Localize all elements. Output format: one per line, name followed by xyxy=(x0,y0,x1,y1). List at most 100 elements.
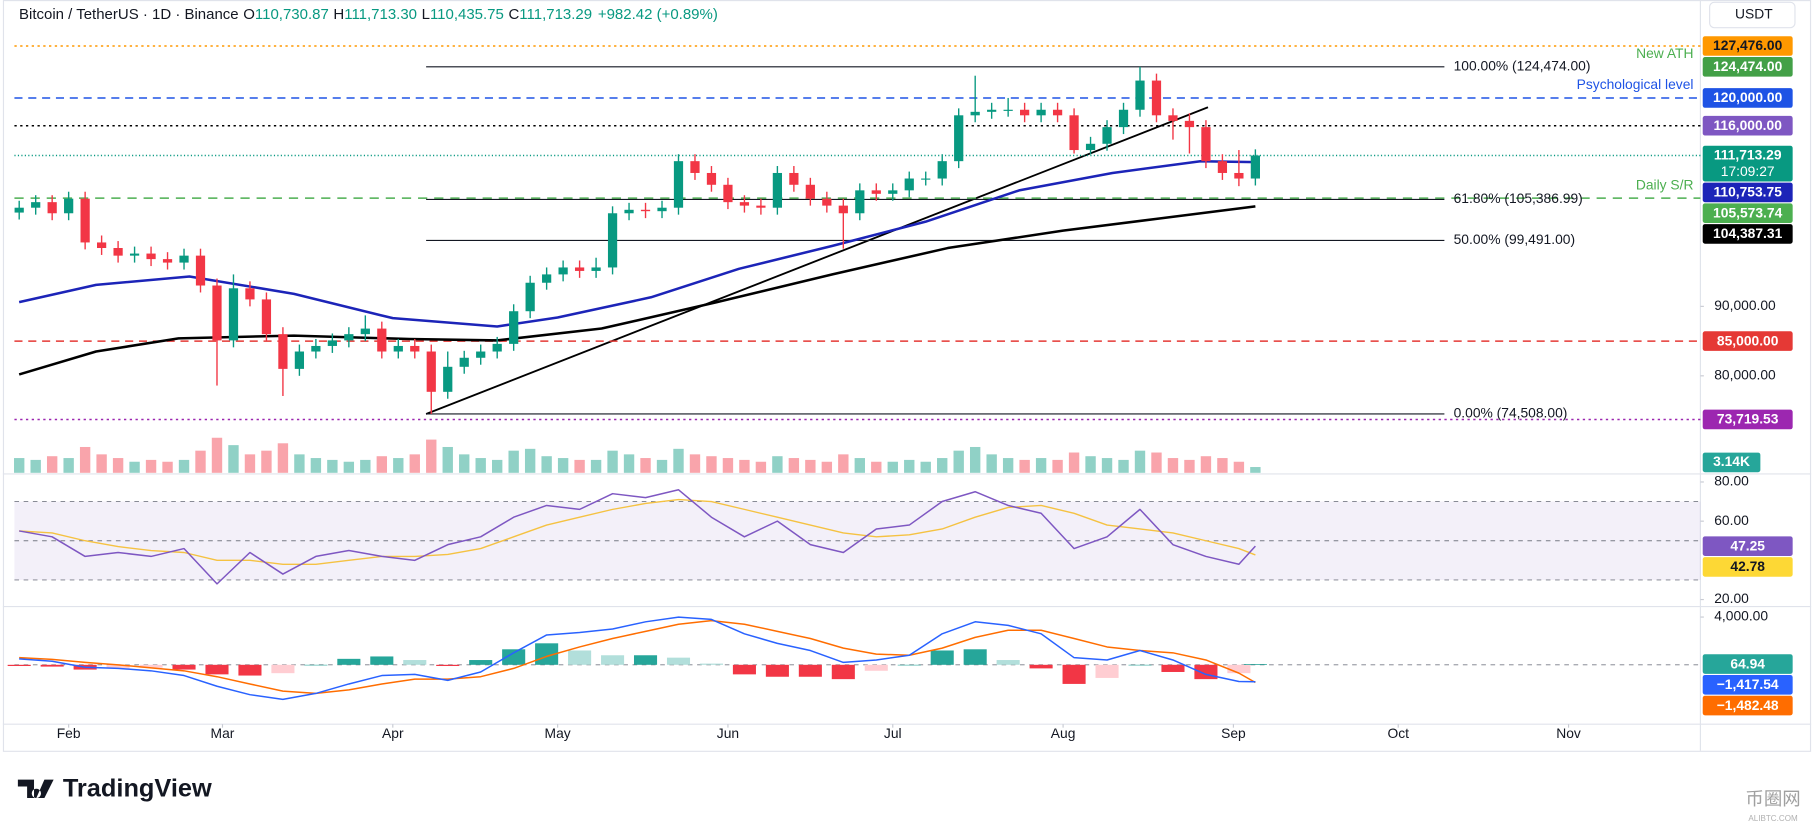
x-tick-label: Aug xyxy=(1051,725,1076,741)
price-label-box xyxy=(1702,654,1793,674)
volume-bar xyxy=(1019,459,1030,473)
volume-bar xyxy=(1134,450,1146,473)
price-label: −1,417.54 xyxy=(1717,676,1779,692)
candle-body xyxy=(327,340,337,346)
macd-histogram-bar xyxy=(1029,664,1053,669)
volume-bar xyxy=(821,461,833,473)
volume-bar xyxy=(129,461,140,473)
volume-bar xyxy=(277,443,289,473)
volume-bar xyxy=(755,461,767,473)
volume-bar xyxy=(1250,467,1261,473)
volume-bar xyxy=(14,458,25,473)
fib-label: 50.00% (99,491.00) xyxy=(1454,231,1575,247)
candle-body xyxy=(64,198,74,214)
macd-histogram-bar xyxy=(172,664,196,670)
candle-body xyxy=(1201,127,1211,162)
price-label-box xyxy=(1702,536,1793,556)
price-label-box xyxy=(1702,203,1793,223)
candle-body xyxy=(278,334,288,369)
watermark-sub: ALIBTC.COM xyxy=(1748,814,1798,823)
candle-body xyxy=(624,209,634,214)
volume-bar xyxy=(1002,458,1014,473)
volume-bar xyxy=(1167,458,1179,473)
volume-bar xyxy=(986,454,997,473)
macd-histogram-bar xyxy=(40,664,64,667)
price-pane: 100.00% (124,474.00) 61.80% (105,386.99) 5… xyxy=(14,58,1590,421)
candle-body xyxy=(80,198,90,243)
volume-bar xyxy=(590,459,602,473)
x-tick-label: Apr xyxy=(382,725,404,741)
macd-histogram-bar xyxy=(864,664,888,671)
currency[interactable]: USDT xyxy=(1735,6,1773,22)
volume-bar xyxy=(63,458,74,473)
candle-body xyxy=(1069,115,1079,151)
candle-body xyxy=(657,207,667,212)
candle-body xyxy=(1168,115,1178,121)
candle-body xyxy=(492,343,502,352)
macd-histogram-bar xyxy=(798,664,822,677)
candle-body xyxy=(937,161,947,179)
macd-histogram-bar xyxy=(469,660,493,665)
candle-body xyxy=(690,161,700,173)
volume-bar xyxy=(524,448,536,473)
price-label-box xyxy=(1702,224,1793,244)
macd-histogram-bar xyxy=(963,649,987,665)
fib-label: 0.00% (74,508.00) xyxy=(1454,405,1568,421)
y-tick-label: 60.00 xyxy=(1714,512,1749,528)
volume-bar xyxy=(871,461,882,473)
volume-bar xyxy=(46,456,58,473)
volume-bar xyxy=(475,458,486,473)
candle-body xyxy=(987,109,997,112)
price-label-box xyxy=(1702,115,1793,136)
volume-bar xyxy=(969,446,981,473)
macd-histogram-bar xyxy=(1128,664,1152,666)
macd-histogram-bar xyxy=(205,664,229,675)
price-label-box xyxy=(1702,57,1793,77)
price-label-box xyxy=(1702,145,1793,182)
chart-header: Bitcoin / TetherUS · 1D · Binance O110,73… xyxy=(19,6,718,23)
volume-bar xyxy=(656,459,668,473)
macd-histogram-bar xyxy=(897,664,921,666)
ohlc-key: H xyxy=(333,6,344,23)
candle-body xyxy=(904,178,914,191)
y-tick-label: 4,000.00 xyxy=(1714,608,1768,624)
candle-body xyxy=(1234,172,1244,179)
ohlc-key: L xyxy=(422,6,430,23)
candle-body xyxy=(855,190,865,214)
candle-body xyxy=(1052,109,1063,116)
price-label: 111,713.29 xyxy=(1714,147,1782,163)
price-label-box xyxy=(1702,409,1793,430)
countdown: 17:09:27 xyxy=(1721,163,1775,179)
candle-body xyxy=(1036,109,1046,116)
y-tick-label: 80.00 xyxy=(1714,473,1749,489)
x-tick-label: Jun xyxy=(717,725,739,741)
annotation: New ATH xyxy=(1636,45,1693,61)
volume-bar xyxy=(96,454,107,473)
volume-bar xyxy=(722,458,734,473)
candle-body xyxy=(426,351,436,392)
volume-bar xyxy=(492,459,503,473)
volume-bar xyxy=(788,458,800,473)
macd-histogram-bar xyxy=(1227,664,1251,674)
volume-bar xyxy=(541,456,552,473)
change: +982.42 (+0.89%) xyxy=(598,6,718,23)
ohlc-value: 110,730.87 xyxy=(255,6,329,23)
brand-logo: TradingView xyxy=(17,775,212,803)
macd-histogram-bar xyxy=(370,656,394,665)
candle-body xyxy=(96,242,107,249)
volume-bar xyxy=(360,459,371,473)
rsi-ma xyxy=(19,498,1256,565)
volume-bar xyxy=(145,459,157,473)
ohlc-value: 110,435.75 xyxy=(430,6,504,23)
candle-body xyxy=(344,334,354,341)
currency-button[interactable] xyxy=(1709,1,1796,29)
volume-bar xyxy=(178,459,190,473)
volume-bar xyxy=(376,456,388,473)
volume-bar xyxy=(1233,461,1245,473)
macd-histogram-bar xyxy=(337,658,361,665)
trend-line xyxy=(425,106,1209,415)
macd-histogram-bar xyxy=(502,649,526,665)
watermark: 币圈网 xyxy=(1745,788,1800,809)
candle-body xyxy=(146,253,156,260)
chart-frame xyxy=(2,0,1812,752)
